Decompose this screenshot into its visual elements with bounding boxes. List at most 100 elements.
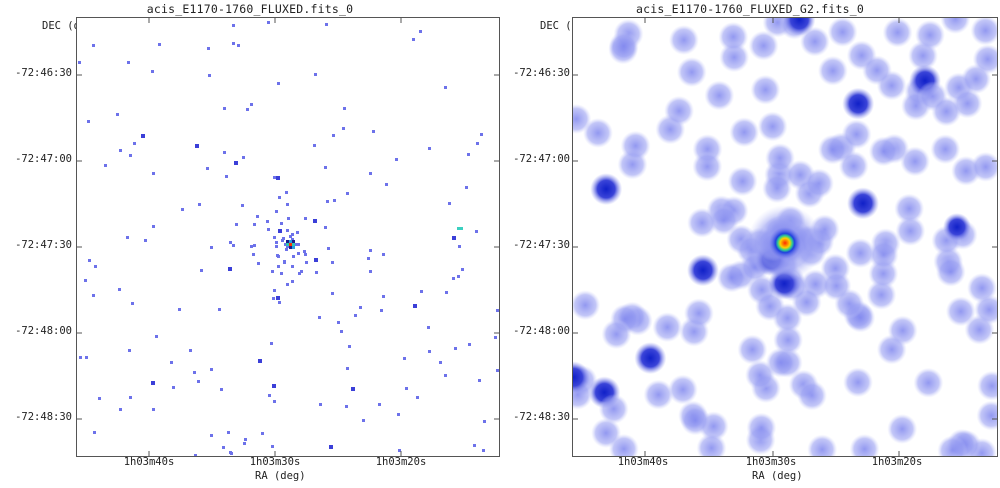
photon-event — [378, 403, 381, 406]
left-ytick-label: -72:47:00 — [15, 153, 72, 165]
smoothed-event — [601, 319, 632, 350]
photon-event — [324, 226, 327, 229]
photon-event — [496, 369, 499, 372]
photon-event — [300, 270, 303, 273]
photon-event — [305, 261, 308, 264]
left-ytick-label: -72:48:00 — [15, 325, 72, 337]
smoothed-event — [773, 325, 804, 355]
photon-event — [314, 73, 317, 76]
photon-event — [232, 24, 235, 27]
smoothed-event — [667, 374, 698, 405]
photon-event — [126, 236, 129, 239]
smoothed-event — [838, 151, 869, 181]
smoothed-event — [591, 418, 622, 448]
left-image-canvas[interactable] — [77, 18, 499, 456]
photon-event — [155, 335, 158, 338]
smoothed-event — [708, 205, 739, 236]
photon-event — [412, 38, 415, 41]
photon-event — [235, 223, 238, 226]
photon-event — [318, 316, 321, 319]
smoothed-event — [797, 380, 827, 411]
photon-event — [286, 283, 289, 286]
right-image-canvas[interactable] — [573, 18, 997, 456]
photon-event — [480, 133, 483, 136]
photon-event — [181, 208, 184, 211]
photon-event — [326, 200, 329, 203]
photon-event — [227, 431, 230, 434]
smoothed-event — [748, 30, 779, 61]
photon-event — [256, 215, 259, 218]
smoothed-event — [841, 119, 872, 150]
photon-event — [291, 238, 294, 241]
photon-event — [439, 361, 442, 364]
photon-event — [266, 220, 269, 223]
smoothed-event — [680, 405, 711, 436]
left-xtick-label: 1h03m40s — [123, 456, 175, 468]
smoothed-event — [668, 25, 699, 55]
smoothed-event — [750, 74, 781, 105]
photon-event — [210, 434, 213, 437]
photon-event — [313, 144, 316, 147]
smoothed-event — [817, 55, 848, 86]
photon-event — [467, 153, 470, 156]
smoothed-event — [930, 134, 961, 165]
smoothed-event — [887, 414, 918, 444]
smoothed-event — [876, 334, 907, 365]
photon-event — [286, 229, 289, 232]
smoothed-event — [970, 151, 997, 182]
photon-event — [128, 349, 131, 352]
left-xtick-label: 1h03m30s — [249, 456, 301, 468]
photon-event — [295, 243, 298, 246]
smoothed-event — [757, 111, 788, 142]
photon-event — [475, 230, 478, 233]
photon-event — [333, 199, 336, 202]
smoothed-event — [799, 26, 830, 57]
photon-event — [382, 253, 385, 256]
photon-event — [230, 452, 233, 455]
bright-source-pixel — [286, 240, 289, 243]
left-panel-title: acis_E1170-1760_FLUXED.fits_0 — [146, 2, 354, 16]
photon-event — [473, 444, 476, 447]
photon-event — [286, 203, 289, 206]
photon-event — [345, 405, 348, 408]
photon-event — [198, 203, 201, 206]
smoothed-event — [664, 95, 695, 126]
right-plot-area[interactable] — [572, 17, 998, 457]
photon-event — [151, 70, 154, 73]
photon-event — [362, 419, 365, 422]
left-plot-area[interactable] — [76, 17, 500, 457]
photon-event — [158, 43, 161, 46]
photon-event — [278, 196, 281, 199]
smoothed-event — [676, 57, 707, 88]
photon-event — [206, 167, 209, 170]
photon-event — [84, 279, 87, 282]
photon-event — [152, 408, 155, 411]
photon-event — [232, 42, 235, 45]
right-xtick-label: 1h03m30s — [745, 456, 797, 468]
smoothed-event — [727, 166, 758, 197]
smoothed-event — [977, 370, 997, 401]
photon-event — [329, 445, 333, 449]
right-xtick-label: 1h03m20s — [871, 456, 923, 468]
photon-event — [87, 120, 90, 123]
photon-event — [325, 23, 328, 26]
smoothed-event — [608, 31, 639, 62]
smoothed-event — [976, 400, 997, 431]
photon-event — [351, 387, 355, 391]
smoothed-event — [573, 290, 601, 321]
photon-event — [258, 359, 262, 363]
photon-event — [331, 261, 334, 264]
photon-event — [292, 255, 295, 258]
photon-event — [428, 350, 431, 353]
smoothed-event — [634, 342, 667, 375]
photon-event — [296, 231, 299, 234]
smoothed-event — [970, 18, 997, 46]
smoothed-event — [935, 256, 966, 287]
smoothed-event — [737, 334, 768, 365]
photon-event — [275, 245, 278, 248]
smoothed-event — [843, 367, 873, 398]
smoothed-event — [817, 134, 848, 165]
bright-source-pixel — [292, 243, 295, 246]
right-ytick-label: -72:48:00 — [513, 325, 570, 337]
right-panel-title: acis_E1170-1760_FLUXED_G2.fits_0 — [636, 2, 864, 16]
